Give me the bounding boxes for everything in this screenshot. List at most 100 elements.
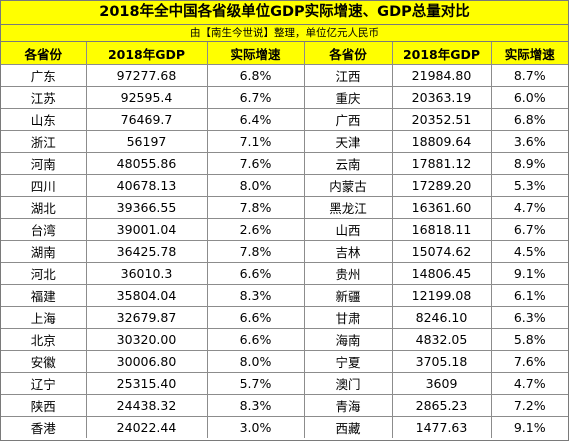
gdp-right-cell: 3705.18 — [391, 350, 492, 373]
gdp-left-cell: 40678.13 — [85, 174, 208, 197]
growth-right-cell: 4.7% — [490, 372, 568, 395]
gdp-left-cell: 25315.40 — [85, 372, 208, 395]
gdp-right-cell: 21984.80 — [391, 64, 492, 87]
gdp-left-cell: 24438.32 — [85, 394, 208, 417]
growth-right-cell: 5.8% — [490, 328, 568, 351]
growth-right-cell: 4.5% — [490, 240, 568, 263]
growth-right-cell: 5.3% — [490, 174, 568, 197]
gdp-right-cell: 16818.11 — [391, 218, 492, 241]
province-left-cell: 台湾 — [1, 218, 87, 241]
growth-right-cell: 6.1% — [490, 284, 568, 307]
province-right-cell: 甘肃 — [303, 306, 393, 329]
growth-left-cell: 7.1% — [206, 130, 305, 153]
table-row: 湖南 36425.78 7.8% 吉林 15074.62 4.5% — [1, 240, 568, 263]
table-body: 广东 97277.68 6.8% 江西 21984.80 8.7% 江苏 92595.4 6.7… — [1, 64, 568, 438]
growth-left-cell: 5.7% — [206, 372, 305, 395]
table-row: 四川 40678.13 8.0% 内蒙古 17289.20 5.3% — [1, 174, 568, 197]
growth-left-cell: 8.3% — [206, 284, 305, 307]
table-row: 江苏 92595.4 6.7% 重庆 20363.19 6.0% — [1, 86, 568, 109]
province-left-cell: 安徽 — [1, 350, 87, 373]
province-right-cell: 宁夏 — [303, 350, 393, 373]
gdp-right-cell: 4832.05 — [391, 328, 492, 351]
table-row: 上海 32679.87 6.6% 甘肃 8246.10 6.3% — [1, 306, 568, 329]
province-right-cell: 西藏 — [303, 416, 393, 438]
gdp-right-cell: 1477.63 — [391, 416, 492, 438]
province-right-cell: 澳门 — [303, 372, 393, 395]
table-row: 香港 24022.44 3.0% 西藏 1477.63 9.1% — [1, 416, 568, 438]
province-right-cell: 黑龙江 — [303, 196, 393, 219]
sheet-subtitle: 由【南生今世说】整理，单位亿元人民币 — [1, 25, 568, 42]
header-growth-left: 实际增速 — [206, 42, 305, 65]
gdp-right-cell: 17289.20 — [391, 174, 492, 197]
gdp-left-cell: 92595.4 — [85, 86, 208, 109]
province-left-cell: 河南 — [1, 152, 87, 175]
gdp-right-cell: 18809.64 — [391, 130, 492, 153]
province-right-cell: 广西 — [303, 108, 393, 131]
province-right-cell: 天津 — [303, 130, 393, 153]
province-left-cell: 上海 — [1, 306, 87, 329]
growth-left-cell: 6.6% — [206, 328, 305, 351]
table-row: 河南 48055.86 7.6% 云南 17881.12 8.9% — [1, 152, 568, 175]
header-province-right: 各省份 — [303, 42, 393, 65]
growth-left-cell: 6.6% — [206, 306, 305, 329]
growth-left-cell: 3.0% — [206, 416, 305, 438]
gdp-left-cell: 36425.78 — [85, 240, 208, 263]
header-province-left: 各省份 — [1, 42, 87, 65]
province-left-cell: 山东 — [1, 108, 87, 131]
growth-left-cell: 2.6% — [206, 218, 305, 241]
gdp-left-cell: 39366.55 — [85, 196, 208, 219]
header-row: 各省份 2018年GDP 实际增速 各省份 2018年GDP 实际增速 — [1, 42, 568, 65]
growth-right-cell: 6.3% — [490, 306, 568, 329]
growth-left-cell: 6.8% — [206, 64, 305, 87]
header-gdp-left: 2018年GDP — [85, 42, 208, 65]
growth-left-cell: 8.0% — [206, 350, 305, 373]
table-row: 浙江 56197 7.1% 天津 18809.64 3.6% — [1, 130, 568, 153]
province-left-cell: 陕西 — [1, 394, 87, 417]
table-row: 台湾 39001.04 2.6% 山西 16818.11 6.7% — [1, 218, 568, 241]
gdp-left-cell: 30320.00 — [85, 328, 208, 351]
growth-left-cell: 6.6% — [206, 262, 305, 285]
province-left-cell: 广东 — [1, 64, 87, 87]
growth-left-cell: 6.7% — [206, 86, 305, 109]
gdp-left-cell: 97277.68 — [85, 64, 208, 87]
province-right-cell: 吉林 — [303, 240, 393, 263]
gdp-left-cell: 48055.86 — [85, 152, 208, 175]
table-row: 陕西 24438.32 8.3% 青海 2865.23 7.2% — [1, 394, 568, 417]
table-row: 湖北 39366.55 7.8% 黑龙江 16361.60 4.7% — [1, 196, 568, 219]
growth-right-cell: 8.7% — [490, 64, 568, 87]
province-right-cell: 云南 — [303, 152, 393, 175]
province-right-cell: 贵州 — [303, 262, 393, 285]
province-left-cell: 浙江 — [1, 130, 87, 153]
province-left-cell: 湖南 — [1, 240, 87, 263]
header-growth-right: 实际增速 — [490, 42, 568, 65]
table-row: 安徽 30006.80 8.0% 宁夏 3705.18 7.6% — [1, 350, 568, 373]
province-right-cell: 江西 — [303, 64, 393, 87]
gdp-right-cell: 15074.62 — [391, 240, 492, 263]
province-right-cell: 内蒙古 — [303, 174, 393, 197]
gdp-right-cell: 20352.51 — [391, 108, 492, 131]
province-left-cell: 河北 — [1, 262, 87, 285]
gdp-left-cell: 56197 — [85, 130, 208, 153]
growth-right-cell: 6.7% — [490, 218, 568, 241]
province-left-cell: 北京 — [1, 328, 87, 351]
gdp-left-cell: 32679.87 — [85, 306, 208, 329]
growth-right-cell: 7.2% — [490, 394, 568, 417]
gdp-right-cell: 17881.12 — [391, 152, 492, 175]
gdp-table: 各省份 2018年GDP 实际增速 各省份 2018年GDP 实际增速 广东 97… — [1, 42, 568, 438]
gdp-right-cell: 14806.45 — [391, 262, 492, 285]
province-left-cell: 湖北 — [1, 196, 87, 219]
gdp-right-cell: 3609 — [391, 372, 492, 395]
province-left-cell: 福建 — [1, 284, 87, 307]
province-right-cell: 山西 — [303, 218, 393, 241]
growth-left-cell: 8.0% — [206, 174, 305, 197]
growth-right-cell: 3.6% — [490, 130, 568, 153]
province-left-cell: 辽宁 — [1, 372, 87, 395]
table-row: 河北 36010.3 6.6% 贵州 14806.45 9.1% — [1, 262, 568, 285]
province-right-cell: 重庆 — [303, 86, 393, 109]
header-gdp-right: 2018年GDP — [391, 42, 492, 65]
growth-right-cell: 4.7% — [490, 196, 568, 219]
growth-right-cell: 8.9% — [490, 152, 568, 175]
gdp-left-cell: 24022.44 — [85, 416, 208, 438]
growth-right-cell: 9.1% — [490, 262, 568, 285]
